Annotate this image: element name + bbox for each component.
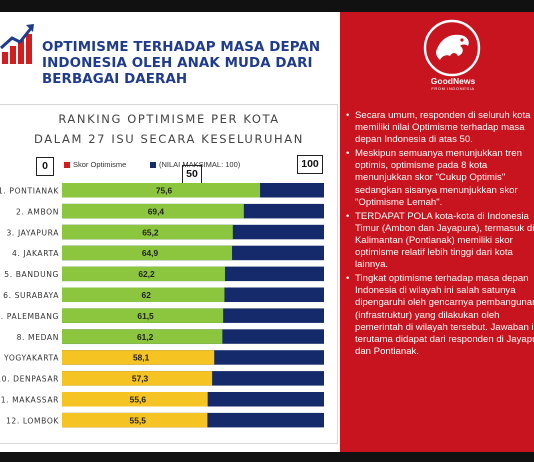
legend-item-max: (NILAI MAKSIMAL: 100) (150, 160, 240, 169)
bar-score (62, 412, 208, 428)
legend-label-score: Skor Optimisme (73, 160, 127, 169)
category-label: 6. SURABAYA (3, 291, 59, 300)
category-label: 5. BANDUNG (4, 270, 59, 279)
value-label: 62,2 (138, 269, 155, 279)
value-label: 65,2 (142, 227, 159, 237)
value-label: 55,6 (130, 395, 147, 405)
scale-max-box: 100 (297, 155, 323, 174)
value-label: 75,6 (156, 186, 173, 196)
category-label: 8. MEDAN (17, 333, 59, 342)
value-label: 58,1 (133, 353, 150, 363)
value-label: 64,9 (142, 248, 159, 258)
value-label: 61,5 (137, 311, 154, 321)
value-label: 55,5 (130, 415, 147, 425)
category-label: 2. AMBON (16, 207, 59, 216)
category-label: 12. LOMBOK (6, 416, 59, 425)
title-line-2: INDONESIA OLEH ANAK MUDA DARI (42, 56, 313, 71)
bar-score (62, 287, 225, 302)
value-label: 61,2 (137, 332, 154, 342)
bar-score (62, 266, 225, 282)
category-label: 4. JAKARTA (12, 249, 59, 258)
chart-title: RANKING OPTIMISME PER KOTA (58, 112, 280, 126)
chart-subtitle: DALAM 27 ISU SECARA KESELURUHAN (34, 132, 304, 146)
summary-list: Secara umum, responden di seluruh kota m… (346, 110, 534, 360)
scale-mid-box: 50 (182, 165, 202, 184)
category-label: 9. YOGYAKARTA (0, 354, 59, 363)
bar-score (62, 224, 233, 240)
bar-score (62, 203, 244, 219)
category-label: 1. PONTIANAK (0, 187, 59, 196)
category-label: 10. DENPASAR (0, 375, 59, 384)
page-title: OPTIMISME TERHADAP MASA DEPAN INDONESIA … (42, 40, 332, 88)
legend-item-score: Skor Optimisme (64, 160, 126, 169)
bar-score (62, 329, 223, 344)
scale-min-box: 0 (36, 157, 54, 176)
bar-score (62, 183, 261, 198)
summary-bullet-4: Tingkat optimisme terhadap masa depan In… (346, 273, 534, 358)
bar-score (62, 392, 208, 407)
legend-label-max: (NILAI MAKSIMAL: 100) (159, 160, 241, 169)
bar-score (62, 371, 213, 386)
category-label: 3. JAYAPURA (6, 228, 59, 237)
bar-score (62, 245, 233, 261)
bar-score (62, 308, 224, 323)
title-line-3: BERBAGAI DAERAH (42, 72, 188, 87)
growth-chart-icon (0, 24, 34, 64)
legend-swatch-red (64, 162, 70, 169)
brand-subtitle: FROM INDONESIA (431, 86, 475, 91)
bar-score (62, 350, 215, 365)
category-label: 7. PALEMBANG (0, 312, 59, 321)
category-label: 11. MAKASSAR (0, 396, 59, 405)
summary-bullet-2: Meskipun semuanya menunjukkan tren optim… (346, 148, 534, 208)
value-label: 57,3 (132, 374, 149, 384)
brand-name: GoodNews (430, 76, 476, 86)
value-label: 62 (142, 290, 152, 300)
legend-swatch-navy (150, 162, 156, 169)
goodnews-logo-icon (423, 19, 481, 77)
value-label: 69,4 (148, 206, 165, 216)
title-line-1: OPTIMISME TERHADAP MASA DEPAN (42, 40, 321, 55)
summary-bullet-1: Secara umum, responden di seluruh kota m… (346, 110, 534, 146)
summary-bullet-3: TERDAPAT POLA kota-kota di Indonesia Tim… (346, 211, 534, 271)
